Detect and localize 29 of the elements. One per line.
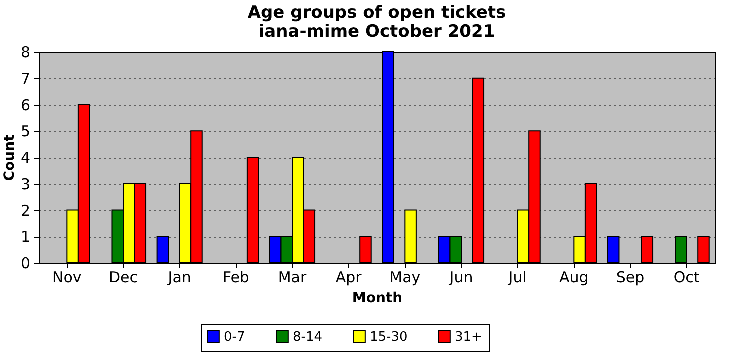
x-tick-label: Aug: [560, 268, 589, 286]
y-tick-label: 2: [20, 202, 30, 220]
x-axis-title: Month: [352, 290, 403, 306]
legend-label: 15-30: [370, 330, 408, 345]
x-tick-label: Jul: [508, 268, 527, 286]
x-tick-label: Nov: [52, 268, 82, 286]
y-tick-label: 5: [20, 122, 30, 141]
y-tick-label: 7: [20, 70, 30, 88]
legend-label: 8-14: [293, 330, 323, 345]
x-tick-label: Dec: [108, 268, 138, 286]
y-tick-label: 6: [20, 96, 30, 114]
x-tick-label: May: [390, 268, 421, 286]
y-tick-label: 1: [20, 228, 30, 246]
chart-subtitle: iana-mime October 2021: [258, 22, 496, 42]
y-tick-label: 3: [20, 175, 30, 194]
x-tick-label: Apr: [336, 268, 363, 286]
x-tick-label: Jan: [167, 268, 192, 286]
chart-title: Age groups of open tickets: [248, 3, 506, 23]
legend-label: 31+: [455, 330, 482, 345]
y-tick-label: 8: [20, 44, 30, 62]
x-tick-label: Mar: [278, 268, 308, 286]
x-tick-label: Sep: [616, 268, 645, 286]
x-tick-label: Feb: [222, 268, 250, 286]
x-tick-label: Jun: [448, 268, 474, 286]
x-tick-label: Oct: [674, 268, 700, 286]
y-tick-label: 4: [20, 149, 30, 167]
y-tick-label: 0: [20, 254, 30, 272]
legend-label: 0-7: [224, 330, 246, 345]
y-axis-title: Count: [2, 134, 18, 182]
